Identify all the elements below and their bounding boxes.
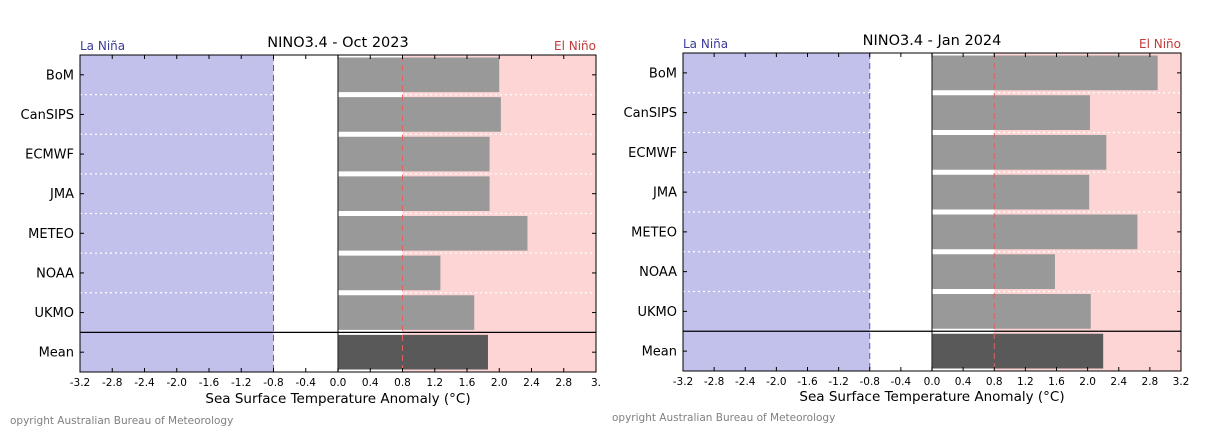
chart-panel-oct-2023: BoMCanSIPSECMWFJMAMETEONOAAUKMOMean-3.2-… [10,35,601,427]
category-label: ECMWF [25,148,74,163]
x-tick-label: 2.8 [1142,376,1159,388]
mean-bar [338,334,488,370]
chart-title: NINO3.4 - Oct 2023 [267,35,408,51]
model-bar-ecmwf [338,136,490,172]
x-tick-label: -2.0 [766,376,787,388]
x-tick-label: 0.8 [986,376,1003,388]
model-bar-ukmo [338,295,475,330]
x-tick-label: 2.0 [1079,376,1096,388]
x-tick-label: 1.6 [1048,376,1065,388]
x-tick-label: 0.0 [924,376,941,388]
category-label: BoM [46,68,74,83]
category-label: JMA [652,186,677,201]
model-bar-noaa [338,255,441,291]
category-label: METEO [28,227,74,242]
x-axis-label: Sea Surface Temperature Anomaly (°C) [799,389,1064,405]
x-tick-label: 2.4 [1110,376,1127,388]
x-tick-label: -2.4 [735,376,756,388]
el-nino-label: El Niño [1139,37,1181,51]
model-bar-cansips [338,97,501,132]
la-nina-region [683,53,870,371]
x-tick-label: 2.8 [555,377,572,389]
category-label: UKMO [638,305,678,320]
x-tick-label: 2.0 [491,377,508,389]
category-label: UKMO [35,306,75,321]
copyright-text: opyright Australian Bureau of Meteorolog… [10,415,233,427]
x-tick-label: 1.6 [459,377,476,389]
model-bar-jma [338,176,490,211]
x-tick-label: -0.4 [891,376,912,388]
category-label: ECMWF [628,146,677,161]
category-label: Mean [39,346,74,361]
model-bar-meteo [932,214,1138,250]
la-nina-label: La Niña [683,37,728,51]
x-tick-label: 0.0 [330,377,347,389]
model-bar-ecmwf [932,135,1107,170]
model-bar-cansips [932,95,1090,130]
x-tick-label: -3.2 [70,377,91,389]
category-label: Mean [642,345,677,360]
x-tick-label: 3.2 [1173,376,1190,388]
la-nina-label: La Niña [80,39,125,53]
x-tick-label: -2.8 [704,376,725,388]
category-label: NOAA [36,266,74,281]
mean-bar [932,333,1104,369]
x-axis-label: Sea Surface Temperature Anomaly (°C) [205,391,470,407]
x-tick-label: 0.4 [955,376,972,388]
x-tick-label: -1.2 [828,376,849,388]
x-tick-label: -1.6 [199,377,220,389]
x-tick-label: -0.8 [263,377,284,389]
x-tick-label: -2.0 [167,377,188,389]
model-bar-bom [338,57,500,93]
x-tick-label: -0.4 [296,377,317,389]
x-tick-label: -2.4 [134,377,155,389]
category-label: NOAA [639,265,677,280]
x-tick-label: 1.2 [426,377,443,389]
category-label: BoM [649,66,677,81]
category-label: JMA [49,187,74,202]
x-tick-label: -1.2 [231,377,252,389]
x-tick-label: 0.4 [362,377,379,389]
x-tick-label: -2.8 [102,377,123,389]
model-bar-ukmo [932,294,1091,329]
x-tick-label: -1.6 [797,376,818,388]
chart-title: NINO3.4 - Jan 2024 [863,33,1002,49]
category-label: CanSIPS [21,108,74,123]
x-tick-label: 1.2 [1017,376,1034,388]
model-bar-bom [932,55,1158,91]
copyright-text: opyright Australian Bureau of Meteorolog… [612,412,835,424]
model-bar-noaa [932,254,1055,289]
x-tick-label: -0.8 [860,376,881,388]
model-bar-meteo [338,216,528,251]
chart-panel-jan-2024: BoMCanSIPSECMWFJMAMETEONOAAUKMOMean-3.2-… [612,33,1189,424]
el-nino-label: El Niño [554,39,596,53]
model-bar-jma [932,174,1090,210]
x-tick-label: 2.4 [523,377,540,389]
x-tick-label: 3. [591,377,601,389]
category-label: METEO [631,225,677,240]
category-label: CanSIPS [624,106,677,121]
x-tick-label: -3.2 [673,376,694,388]
x-tick-label: 0.8 [394,377,411,389]
